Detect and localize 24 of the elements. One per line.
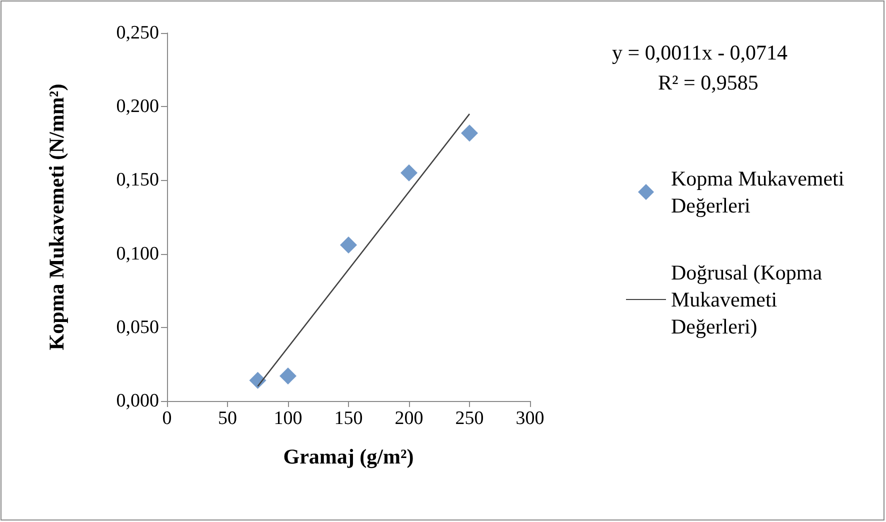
x-tick-label: 150	[334, 408, 363, 429]
y-tick-label: 0,200	[116, 96, 159, 118]
x-tick-label: 0	[162, 408, 172, 429]
point	[280, 367, 296, 384]
x-tick-label: 300	[516, 408, 544, 429]
y-tick-label: 0,150	[116, 170, 159, 191]
point	[249, 372, 266, 389]
x-tick-label: 200	[394, 408, 424, 429]
point	[340, 236, 357, 254]
point	[400, 164, 418, 182]
y-tick-label: 0,100	[116, 243, 159, 264]
x-tick-label: 50	[218, 408, 237, 429]
y-tick-label: 0,250	[116, 22, 159, 44]
y-axis-title: Kopma Mukavemeti (N/mm²)	[44, 84, 68, 350]
y-tick-label: 0,050	[116, 316, 159, 338]
legend-label: Kopma Mukavemeti Değerleri	[671, 166, 850, 218]
legend-label: Doğrusal (Kopma Mukavemeti Değerleri)	[671, 260, 828, 338]
text: y = 0,0011x - 0,0714	[612, 40, 788, 64]
x-tick-label: 100	[274, 408, 302, 429]
x-axis-title: Gramaj (g/m²)	[283, 444, 414, 468]
y-tick-label: 0,000	[116, 390, 159, 412]
text: R² = 0,9585	[658, 70, 758, 94]
x-tick-label: 250	[455, 408, 484, 429]
point	[461, 124, 478, 142]
